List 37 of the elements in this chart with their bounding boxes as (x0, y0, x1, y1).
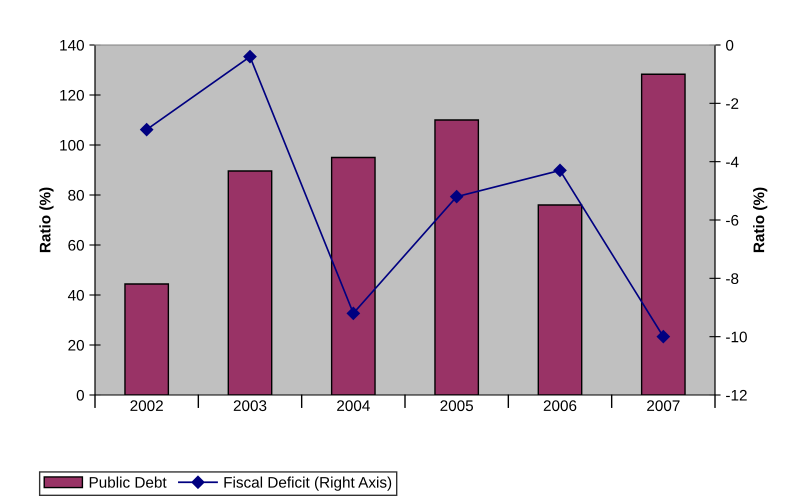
point (140, 122, 154, 136)
y2-tick-label: -2 (726, 98, 738, 109)
point (450, 190, 464, 204)
x-tick-label: 2004 (337, 400, 370, 412)
y2-tick-label: -6 (726, 214, 738, 226)
x-tick-label: 2002 (130, 400, 163, 412)
y-tick-label: 120 (60, 90, 84, 101)
x-tick-label: 2007 (647, 400, 680, 412)
point (346, 306, 360, 320)
x-tick-label: 2006 (544, 400, 576, 412)
y2-tick-label: 0 (726, 40, 734, 51)
y-tick-label: 20 (68, 340, 84, 351)
y-tick-label: 80 (68, 190, 84, 201)
y-tick-label: 100 (60, 140, 84, 151)
y2-tick-label: -4 (726, 156, 739, 168)
y-tick-label: 0 (76, 390, 84, 401)
x-tick-label: 2005 (440, 400, 474, 412)
point (553, 164, 567, 178)
y2-tick-label: -10 (726, 332, 747, 342)
bar (330, 156, 376, 395)
y-tick-label: 40 (68, 290, 84, 301)
y-tick-label: 60 (68, 240, 84, 251)
y2-tick-label: -12 (726, 390, 747, 401)
point (656, 330, 670, 344)
y-tick-label: 140 (60, 40, 84, 51)
bar (124, 283, 170, 395)
bar (538, 204, 582, 395)
legend-label: Fiscal Deficit (Right Axis) (224, 476, 392, 491)
bar (434, 119, 480, 395)
x-tick-label: 2003 (234, 400, 266, 412)
point (243, 50, 257, 64)
y2-axis-title: Ratio (%) (753, 188, 768, 252)
bar (228, 170, 272, 395)
bar (640, 74, 686, 395)
y-axis-title: Ratio (%) (39, 188, 54, 252)
legend-label: Public Debt (90, 476, 167, 488)
y2-tick-label: -8 (726, 273, 738, 284)
